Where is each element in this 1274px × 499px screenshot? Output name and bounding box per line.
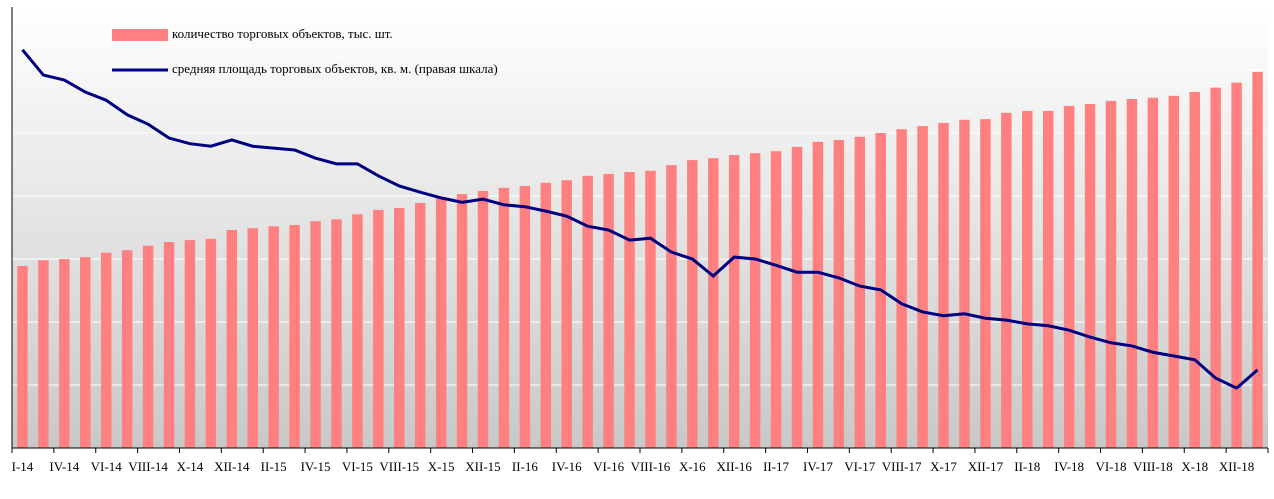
bar xyxy=(1189,92,1200,449)
x-tick-label: X-16 xyxy=(678,459,706,474)
bar xyxy=(582,175,593,448)
x-tick-label: XII-16 xyxy=(716,459,752,474)
legend-swatch xyxy=(112,29,168,41)
bar xyxy=(854,136,866,448)
bar xyxy=(414,202,426,448)
bar xyxy=(498,187,510,448)
bar xyxy=(749,153,761,448)
bar xyxy=(603,173,614,448)
plot-background xyxy=(12,7,1268,448)
bar xyxy=(833,139,845,448)
x-tick-label: II-18 xyxy=(1014,459,1041,474)
x-tick-label: VIII-18 xyxy=(1133,459,1173,474)
bar xyxy=(666,165,677,448)
bar xyxy=(812,141,824,448)
bar xyxy=(938,122,949,449)
bar xyxy=(1022,110,1033,448)
bar xyxy=(100,252,112,448)
bar xyxy=(519,185,531,449)
bar xyxy=(352,214,363,448)
x-tick-label: VIII-14 xyxy=(128,459,168,474)
x-tick-label: XII-14 xyxy=(214,459,250,474)
x-tick-label: VI-18 xyxy=(1095,459,1127,474)
bar xyxy=(917,126,928,448)
bar xyxy=(142,245,154,448)
bar xyxy=(17,265,28,448)
x-tick-label: II-15 xyxy=(260,459,287,474)
bar xyxy=(184,240,196,448)
bar xyxy=(791,146,803,449)
bar xyxy=(38,260,49,448)
x-tick-label: VI-15 xyxy=(341,459,373,474)
bar xyxy=(770,151,782,448)
x-tick-label: VI-14 xyxy=(90,459,122,474)
x-tick-label: IV-16 xyxy=(551,459,582,474)
bar xyxy=(394,207,405,448)
bar xyxy=(80,257,91,448)
bar xyxy=(687,160,698,448)
bar xyxy=(163,241,175,448)
x-tick-label: IV-14 xyxy=(49,459,80,474)
bar xyxy=(1231,82,1242,448)
x-tick-label: IV-17 xyxy=(802,459,833,474)
bar xyxy=(289,224,300,448)
x-tick-label: VI-17 xyxy=(844,459,876,474)
x-tick-label: IV-15 xyxy=(300,459,331,474)
bar xyxy=(456,194,468,448)
bar xyxy=(121,250,133,448)
x-tick-label: II-17 xyxy=(763,459,790,474)
x-tick-label: VI-16 xyxy=(593,459,625,474)
bar xyxy=(310,221,321,448)
bar xyxy=(980,119,991,448)
bar xyxy=(1063,105,1075,448)
x-tick-label: VIII-17 xyxy=(881,459,922,474)
bar xyxy=(624,172,635,448)
x-tick-label: XII-18 xyxy=(1218,459,1255,474)
bar xyxy=(959,119,970,449)
bar xyxy=(226,230,238,448)
bar xyxy=(728,155,740,449)
bar xyxy=(268,226,279,448)
bar xyxy=(645,170,656,449)
legend-label: количество торговых объектов, тыс. шт. xyxy=(172,26,393,41)
bar xyxy=(1105,100,1117,449)
legend-label: средняя площадь торговых объектов, кв. м… xyxy=(172,61,498,76)
bar xyxy=(1168,95,1180,448)
bar xyxy=(477,190,489,448)
bar xyxy=(540,182,552,448)
x-tick-label: X-18 xyxy=(1181,459,1209,474)
bar xyxy=(435,197,447,448)
bar xyxy=(708,158,719,448)
x-tick-label: X-15 xyxy=(427,459,455,474)
x-tick-label: II-16 xyxy=(511,459,538,474)
x-tick-label: X-14 xyxy=(176,459,204,474)
bar xyxy=(59,259,70,448)
x-tick-label: XII-17 xyxy=(967,459,1004,474)
bar xyxy=(373,209,384,448)
bar xyxy=(247,228,258,448)
x-tick-label: I-14 xyxy=(11,459,34,474)
bar xyxy=(1147,97,1159,448)
bar xyxy=(896,129,907,448)
bar xyxy=(561,180,572,448)
bar xyxy=(1042,110,1054,448)
bar xyxy=(331,219,342,448)
x-tick-label: VIII-16 xyxy=(630,459,671,474)
x-tick-label: XII-15 xyxy=(465,459,501,474)
line-series xyxy=(21,48,1259,390)
bar xyxy=(1084,104,1096,449)
bar xyxy=(205,238,217,448)
bar xyxy=(1001,112,1012,448)
x-tick-label: VIII-15 xyxy=(379,459,420,474)
bar xyxy=(1126,98,1138,448)
bar xyxy=(1210,87,1221,448)
x-tick-label: IV-18 xyxy=(1054,459,1085,474)
x-tick-label: X-17 xyxy=(930,459,957,474)
chart: количество торговых объектов, тыс. шт. ср… xyxy=(11,6,1269,453)
bar xyxy=(1252,71,1263,448)
